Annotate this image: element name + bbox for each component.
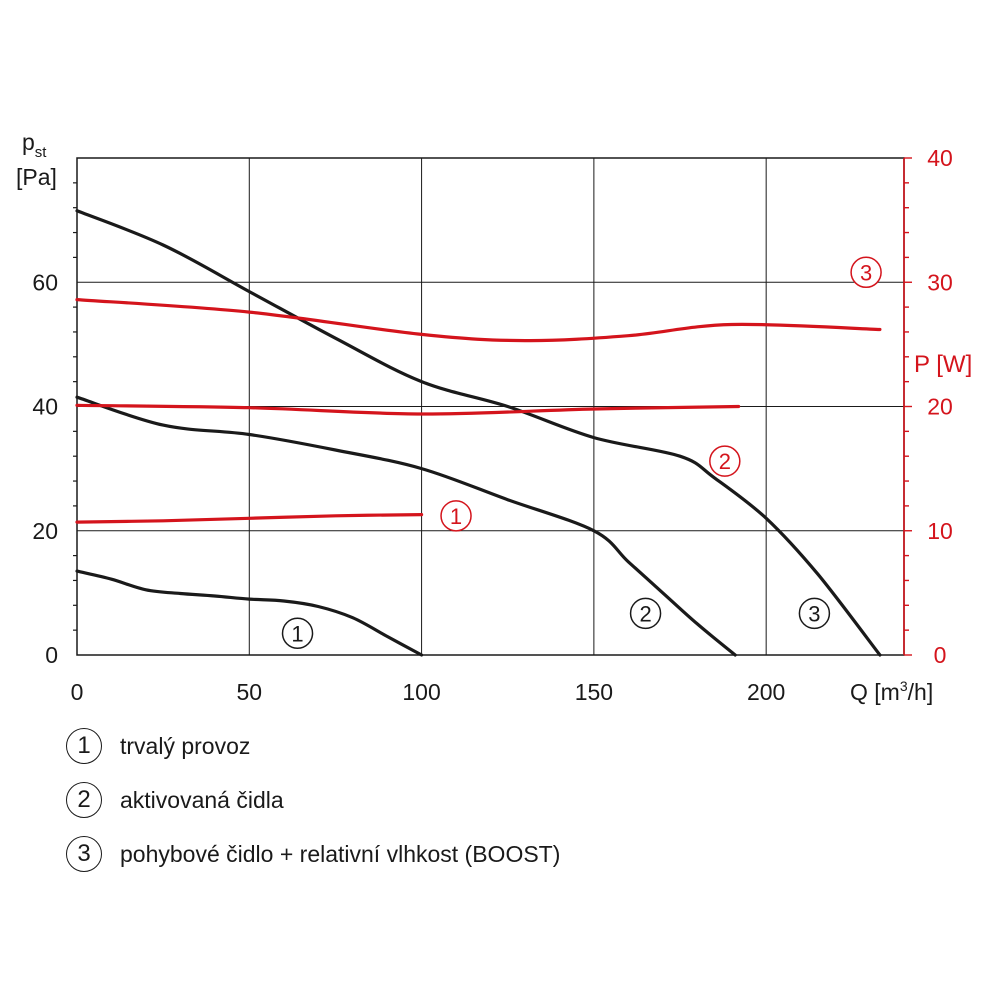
curve-label-2: 2 — [709, 445, 741, 477]
y-right-tick-label: 0 — [934, 642, 947, 668]
curve-label-circle — [440, 500, 472, 532]
power-curve-2 — [75, 403, 741, 416]
x-tick-label: 50 — [236, 679, 262, 705]
left-axis-minor-ticks — [73, 182, 77, 631]
legend: 1 trvalý provoz 2 aktivovaná čidla 3 poh… — [66, 728, 560, 890]
y-right-tick-label: 20 — [927, 394, 953, 420]
power-curve-3 — [75, 298, 882, 343]
y-left-tick-label: 20 — [32, 518, 58, 544]
legend-badge-3: 3 — [66, 836, 102, 872]
y-right-tick-label: 30 — [927, 269, 953, 295]
legend-label-1: trvalý provoz — [120, 732, 251, 759]
y-left-tick-label: 0 — [45, 642, 58, 668]
x-tick-label: 150 — [575, 679, 613, 705]
curve-label-3: 3 — [850, 256, 882, 289]
curve-label-number: 3 — [860, 260, 872, 285]
curve-label-1: 1 — [281, 617, 314, 650]
curve-label-number: 1 — [450, 504, 462, 529]
curve-label-number: 1 — [291, 621, 303, 646]
power-curve-1 — [75, 513, 424, 524]
legend-item-2: 2 aktivovaná čidla — [66, 782, 560, 818]
legend-item-1: 1 trvalý provoz — [66, 728, 560, 764]
y-right-axis-title: P [W] — [914, 351, 972, 378]
curve-label-1: 1 — [440, 500, 472, 532]
legend-badge-1: 1 — [66, 728, 102, 764]
curve-label-circle — [709, 445, 741, 477]
x-axis-title: Q [m3/h] — [850, 678, 933, 705]
legend-badge-2: 2 — [66, 782, 102, 818]
series-layer — [75, 209, 882, 657]
legend-label-3: pohybové čidlo + relativní vlhkost (BOOS… — [120, 840, 561, 867]
curve-label-number: 2 — [639, 601, 651, 626]
curve-labels: 1 2 3 1 2 3 — [281, 256, 882, 650]
pressure-curve-2 — [75, 395, 737, 657]
y-left-axis-title-line1: pst — [22, 129, 47, 161]
pressure-curve-1 — [75, 569, 424, 657]
curve-label-2: 2 — [629, 597, 662, 630]
curve-label-circle — [850, 256, 882, 289]
legend-item-3: 3 pohybové čidlo + relativní vlhkost (BO… — [66, 836, 560, 872]
curve-label-circle — [798, 597, 831, 630]
right-axis-minor-ticks — [903, 157, 912, 656]
curve-label-3: 3 — [798, 597, 831, 630]
y-left-tick-label: 60 — [32, 269, 58, 295]
x-tick-label: 0 — [71, 679, 84, 705]
x-tick-label: 100 — [402, 679, 440, 705]
y-right-tick-label: 10 — [927, 518, 953, 544]
curve-label-number: 3 — [808, 601, 820, 626]
tick-labels: 0 50 100 150 200 0 20 40 60 0 10 20 30 40 — [32, 145, 952, 705]
pressure-curve-3 — [75, 209, 882, 657]
curve-label-number: 2 — [719, 449, 731, 474]
y-right-tick-label: 40 — [927, 145, 953, 171]
x-tick-label: 200 — [747, 679, 785, 705]
legend-label-2: aktivovaná čidla — [120, 786, 284, 813]
curve-label-circle — [281, 617, 314, 650]
curve-label-circle — [629, 597, 662, 630]
y-left-tick-label: 40 — [32, 394, 58, 420]
y-left-axis-title-line2: [Pa] — [16, 164, 57, 190]
